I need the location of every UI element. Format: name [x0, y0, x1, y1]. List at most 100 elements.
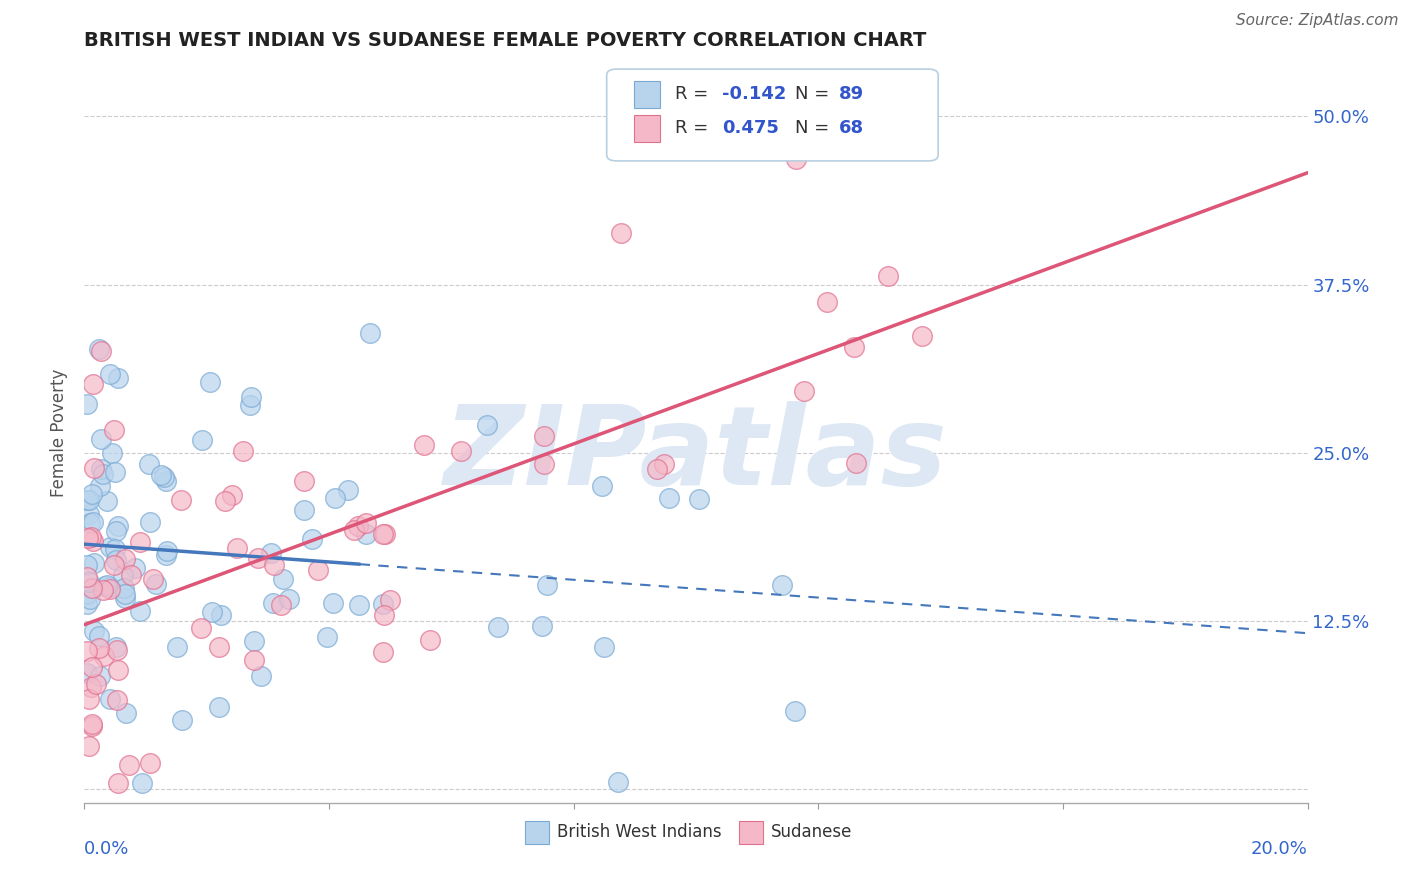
Text: 68: 68 — [839, 120, 865, 137]
Text: Sudanese: Sudanese — [770, 823, 852, 841]
Point — [90, 433, 112, 447]
FancyBboxPatch shape — [634, 81, 661, 108]
Point — [198, 375, 221, 389]
Point — [815, 295, 838, 310]
Point — [343, 523, 366, 537]
Point — [115, 706, 138, 720]
Y-axis label: Female Poverty: Female Poverty — [51, 368, 69, 497]
Point — [371, 597, 394, 611]
Point — [112, 581, 135, 595]
Point — [120, 568, 142, 582]
Point — [105, 693, 128, 707]
Point — [322, 596, 344, 610]
Point — [356, 516, 378, 531]
Point — [104, 541, 127, 556]
Point — [124, 561, 146, 575]
Point — [191, 433, 214, 447]
Point — [80, 487, 103, 501]
Point — [591, 479, 613, 493]
Point — [239, 398, 262, 412]
Point — [100, 580, 122, 594]
Text: R =: R = — [675, 120, 714, 137]
Point — [76, 587, 98, 601]
Text: BRITISH WEST INDIAN VS SUDANESE FEMALE POVERTY CORRELATION CHART: BRITISH WEST INDIAN VS SUDANESE FEMALE P… — [84, 30, 927, 50]
Point — [770, 578, 793, 592]
Point — [94, 579, 117, 593]
Point — [76, 597, 98, 611]
Point — [785, 152, 807, 166]
Point — [79, 507, 101, 521]
Point — [214, 494, 236, 508]
Point — [77, 531, 100, 545]
Point — [533, 458, 555, 472]
Point — [101, 446, 124, 460]
Point — [688, 491, 710, 506]
Point — [844, 340, 866, 354]
Point — [89, 479, 111, 493]
Text: -0.142: -0.142 — [721, 86, 786, 103]
Point — [80, 530, 103, 544]
Point — [208, 640, 231, 654]
FancyBboxPatch shape — [738, 822, 763, 844]
FancyBboxPatch shape — [606, 69, 938, 161]
Point — [260, 546, 283, 560]
Point — [107, 663, 129, 677]
Text: ZIPatlas: ZIPatlas — [444, 401, 948, 508]
Point — [90, 462, 112, 476]
Point — [128, 605, 150, 619]
Point — [77, 574, 100, 589]
Point — [156, 544, 179, 558]
Point — [131, 775, 153, 789]
Point — [262, 596, 284, 610]
Point — [80, 581, 103, 595]
Point — [82, 717, 104, 731]
Point — [793, 384, 815, 399]
Point — [76, 397, 98, 411]
Point — [155, 475, 177, 489]
Point — [114, 552, 136, 566]
Point — [91, 467, 114, 481]
Point — [354, 527, 377, 541]
Point — [83, 556, 105, 570]
Point — [877, 269, 900, 284]
Point — [346, 519, 368, 533]
Point — [76, 570, 98, 584]
Point — [107, 643, 129, 657]
Point — [80, 680, 103, 694]
Point — [170, 493, 193, 508]
Point — [145, 577, 167, 591]
Point — [373, 645, 395, 659]
Point — [83, 624, 105, 639]
Point — [371, 526, 394, 541]
Point — [76, 493, 98, 508]
Point — [201, 605, 224, 619]
Point — [82, 533, 104, 548]
Point — [77, 692, 100, 706]
Point — [77, 493, 100, 508]
Point — [278, 591, 301, 606]
Text: 0.475: 0.475 — [721, 120, 779, 137]
Point — [166, 640, 188, 654]
Point — [107, 371, 129, 385]
Point — [138, 457, 160, 471]
Point — [226, 541, 249, 556]
Point — [645, 462, 668, 476]
Point — [530, 619, 553, 633]
Point — [118, 758, 141, 772]
Point — [475, 417, 498, 432]
Point — [243, 653, 266, 667]
Point — [82, 660, 104, 674]
Point — [911, 328, 934, 343]
Point — [104, 524, 127, 538]
Point — [107, 775, 129, 789]
Point — [450, 444, 472, 458]
FancyBboxPatch shape — [634, 115, 661, 142]
Point — [96, 578, 118, 592]
Point — [90, 343, 112, 358]
Point — [536, 578, 558, 592]
Point — [419, 632, 441, 647]
Point — [105, 640, 128, 655]
Point — [142, 572, 165, 586]
Point — [114, 591, 136, 605]
Text: N =: N = — [794, 86, 835, 103]
